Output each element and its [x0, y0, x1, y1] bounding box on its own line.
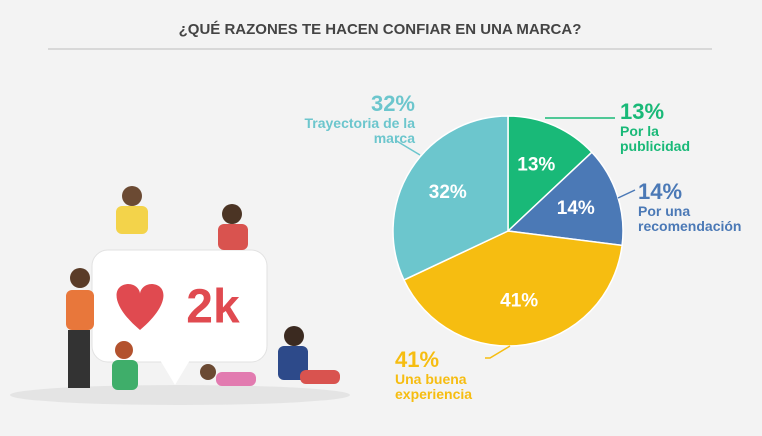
person-body	[112, 360, 138, 390]
leader-line	[394, 139, 421, 156]
outside-value: 32%	[370, 91, 415, 116]
person-head	[222, 204, 242, 224]
person-head	[284, 326, 304, 346]
person-body	[66, 290, 94, 330]
person-head	[70, 268, 90, 288]
heart-icon	[116, 284, 164, 330]
pie-slice	[506, 151, 624, 247]
floor-shadow	[10, 385, 350, 405]
person-body	[278, 346, 308, 380]
illustration: 2k	[10, 186, 350, 405]
person-body	[116, 206, 148, 234]
outside-value: 13%	[620, 99, 665, 124]
chart-title: ¿QUÉ RAZONES TE HACEN CONFIAR EN UNA MAR…	[179, 21, 582, 38]
category-name: Por una recomendación	[638, 203, 742, 234]
person-head	[200, 364, 216, 380]
category-name: Trayectoria de la marca	[304, 115, 415, 146]
leader-line	[617, 189, 636, 199]
person-legs	[68, 330, 90, 388]
outside-label: 41% Una buena experiencia	[395, 348, 525, 402]
pie-slice	[507, 115, 593, 233]
outside-label: 14% Por una recomendación	[638, 180, 762, 234]
category-name: Por la publicidad	[620, 123, 690, 154]
person-body	[216, 372, 256, 386]
person-head	[115, 341, 133, 359]
outside-value: 14%	[638, 179, 683, 204]
person-body	[218, 224, 248, 250]
pie-slice	[402, 230, 623, 347]
category-name: Una buena experiencia	[395, 371, 473, 402]
leader-line	[485, 345, 511, 359]
person-legs	[300, 370, 340, 384]
slice-label: 32%	[429, 182, 467, 203]
pie: 13% 14% 41% 32%	[392, 115, 636, 359]
outside-label: 32% Trayectoria de la marca	[300, 92, 415, 146]
slice-label: 14%	[557, 198, 595, 219]
pie-slice	[392, 115, 509, 281]
slice-label: 41%	[500, 290, 538, 311]
slice-label: 13%	[517, 155, 555, 176]
like-count: 2k	[186, 281, 240, 334]
outside-value: 41%	[395, 347, 440, 372]
person-head	[122, 186, 142, 206]
bubble-tail	[160, 360, 190, 385]
outside-label: 13% Por la publicidad	[620, 100, 750, 154]
